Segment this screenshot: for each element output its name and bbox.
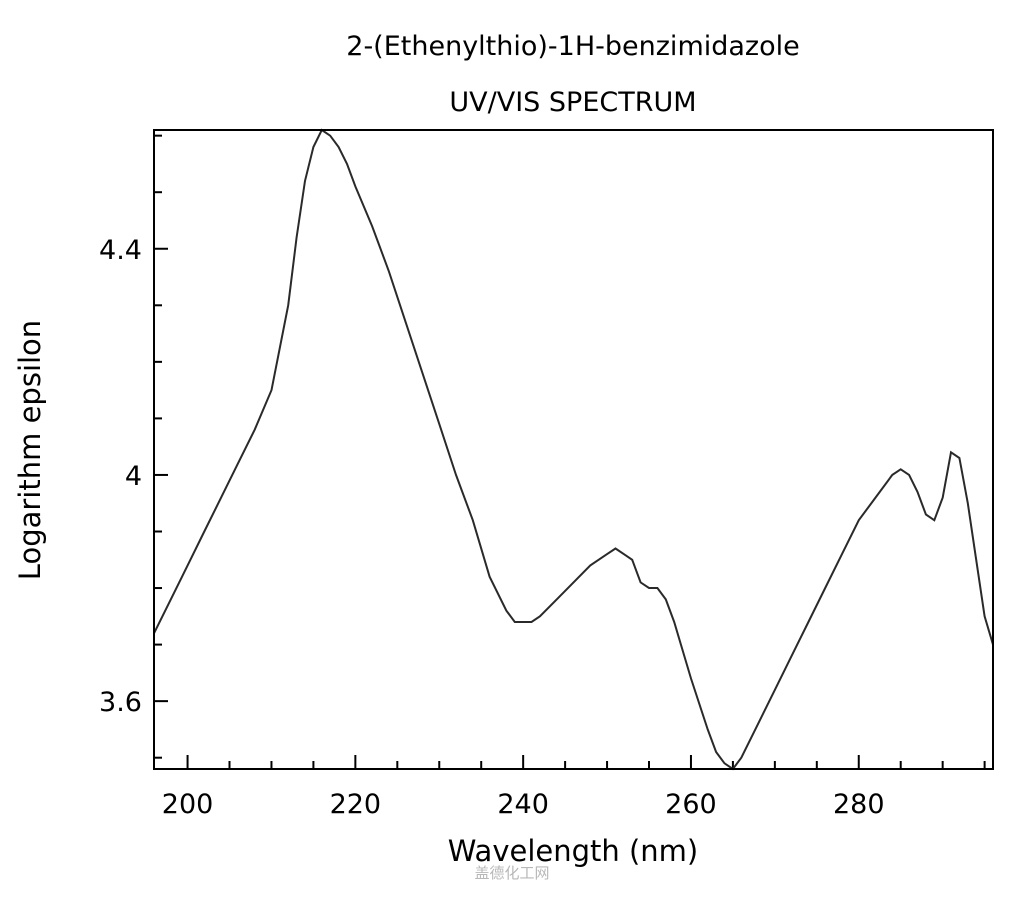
x-tick-label: 260 <box>665 789 717 820</box>
y-tick-label: 4 <box>125 461 142 492</box>
y-tick-label: 3.6 <box>99 687 142 718</box>
chart-title: 2-(Ethenylthio)-1H-benzimidazole <box>346 31 799 62</box>
x-tick-label: 200 <box>162 789 214 820</box>
y-axis-label: Logarithm epsilon <box>13 320 47 580</box>
spectrum-line <box>153 128 994 771</box>
axis-ticks <box>154 134 986 769</box>
x-tick-label: 280 <box>833 789 885 820</box>
plot-frame <box>153 129 994 770</box>
x-tick-label: 220 <box>330 789 382 820</box>
x-axis-label: Wavelength (nm) <box>448 834 699 868</box>
watermark-text: 盖德化工网 <box>474 864 550 882</box>
chart-subtitle: UV/VIS SPECTRUM <box>449 87 696 118</box>
x-tick-label: 240 <box>497 789 549 820</box>
y-tick-label: 4.4 <box>99 235 142 266</box>
axis-tick-labels: 200 220 240 260 280 3.6 4 4.4 <box>99 235 884 820</box>
